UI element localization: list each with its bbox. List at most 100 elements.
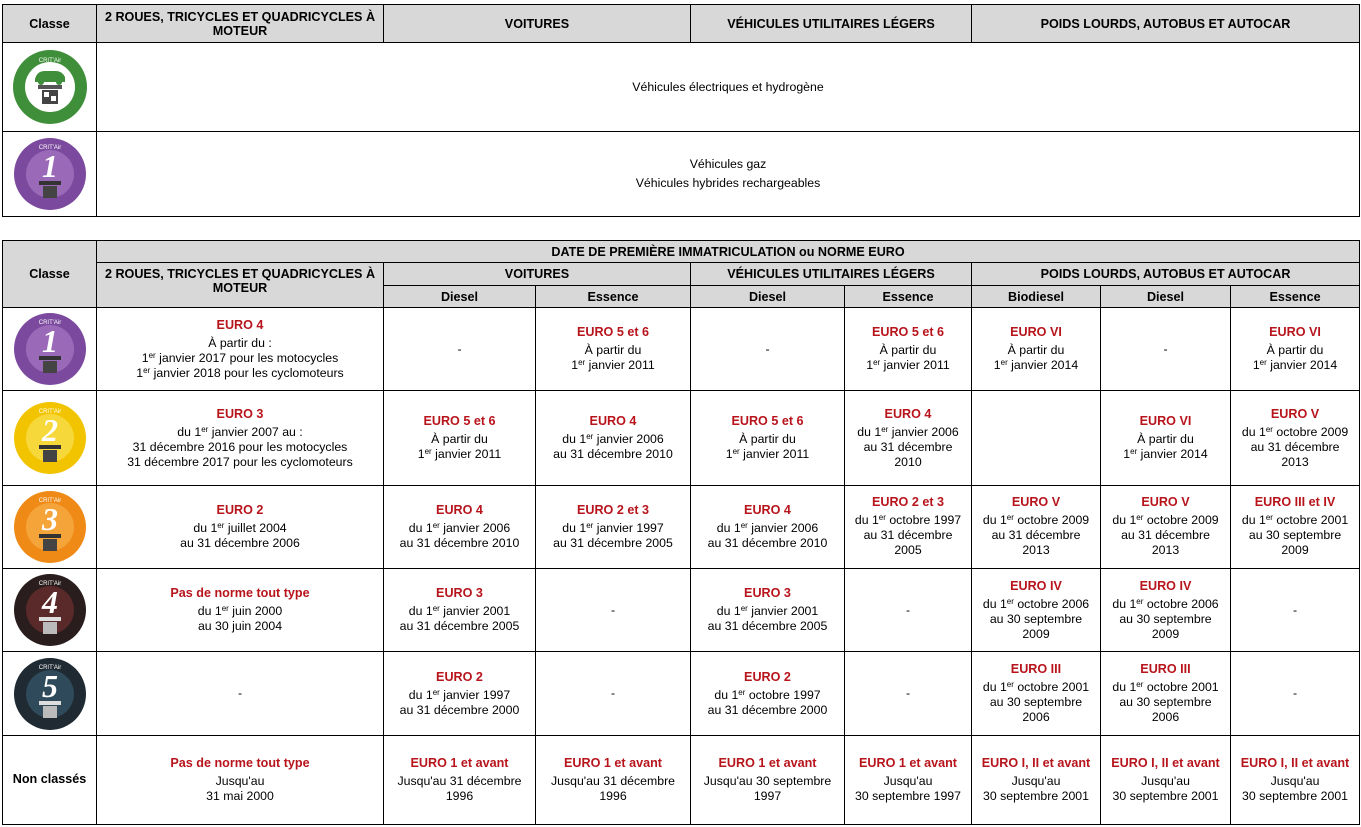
- header-vul-essence: Essence: [844, 285, 972, 309]
- date-text: À partir du: [584, 343, 642, 358]
- badge-cell: 3 CRIT'Air: [2, 484, 97, 570]
- cell-pl-diesel: EURO IV du 1er octobre 2006 au 30 septembr…: [1100, 568, 1231, 653]
- date-text: Jusqu'au 31 décembre: [550, 773, 676, 788]
- date-text: 1er janvier 2014: [993, 358, 1079, 373]
- header-classe: Classe: [2, 239, 97, 309]
- date-text: du 1er janvier 2006: [857, 424, 959, 439]
- header-deux-roues: 2 ROUES, TRICYCLES ET QUADRICYCLES À MOT…: [96, 262, 384, 309]
- norm-label: EURO 2: [216, 502, 264, 517]
- date-text: Jusqu'au: [215, 773, 265, 788]
- date-text: Jusqu'au: [883, 773, 933, 788]
- badge-cell: CRIT'Air: [2, 42, 97, 132]
- norm-label: EURO 4: [744, 502, 791, 517]
- norm-label: EURO VI: [1139, 414, 1192, 429]
- date-text: -: [610, 602, 616, 617]
- cell-voitures-diesel: EURO 2 du 1er janvier 1997 au 31 décembre …: [383, 651, 536, 736]
- date-text: 2013: [1022, 543, 1050, 558]
- cell-2roues: -: [96, 651, 384, 736]
- cell-vul-essence: EURO 2 et 3 du 1er octobre 1997 au 31 déce…: [844, 484, 972, 570]
- norm-label: EURO VI: [1010, 325, 1062, 340]
- badge-critair-text: CRIT'Air: [38, 498, 60, 504]
- date-text: 2009: [1151, 626, 1180, 641]
- date-text: 31 décembre 2016 pour les motocycles: [132, 439, 348, 454]
- badge-number: 1: [42, 148, 58, 184]
- date-text: Jusqu'au: [1011, 773, 1061, 788]
- badge-cell: 4 CRIT'Air: [2, 568, 97, 653]
- cell-voitures-diesel: EURO 4 du 1er janvier 2006 au 31 décembre …: [383, 484, 536, 570]
- badge-number: 2: [41, 412, 58, 448]
- date-text: Jusqu'au: [1141, 773, 1190, 788]
- date-text: au 31 décembre: [1121, 528, 1210, 543]
- cell-pl-essence: EURO VI À partir du 1er janvier 2014: [1229, 307, 1361, 392]
- norm-label: EURO I, II et avant: [1240, 755, 1350, 770]
- norm-label: EURO III et IV: [1254, 495, 1336, 510]
- date-text: du 1er octobre 2009: [1241, 424, 1349, 439]
- date-text: au 30 septembre: [1248, 528, 1342, 543]
- header-voitures: VOITURES: [383, 4, 691, 43]
- badge-number: 1: [42, 323, 58, 359]
- date-text: au 30 septembre: [1119, 611, 1212, 626]
- cell-vul-diesel: EURO 5 et 6 À partir du 1er janvier 2011: [690, 390, 845, 486]
- date-text: du 1er octobre 2009: [982, 513, 1090, 528]
- badge-critair-text: CRIT'Air: [38, 58, 60, 64]
- cell-2roues: Pas de norme tout type du 1er juin 2000 au…: [96, 568, 384, 653]
- cell-vul-diesel: EURO 3 du 1er janvier 2001 au 31 décembre …: [690, 568, 845, 653]
- date-text: au 31 décembre 2000: [399, 702, 520, 717]
- header-deux-roues: 2 ROUES, TRICYCLES ET QUADRICYCLES À MOT…: [96, 4, 384, 43]
- badge-cell: 1 CRIT'Air: [2, 131, 97, 217]
- date-text: -: [765, 341, 770, 356]
- date-text: du 1er octobre 2001: [1112, 680, 1219, 694]
- header-date-group: DATE DE PREMIÈRE IMMATRICULATION ou NORM…: [95, 239, 1361, 264]
- date-text: au 31 décembre 2005: [553, 535, 673, 550]
- date-text: 30 septembre 2001: [983, 788, 1089, 803]
- date-text: du 1er octobre 2001: [1241, 513, 1349, 528]
- cell-vul-essence: -: [844, 651, 972, 736]
- norm-label: EURO VI: [1269, 325, 1321, 340]
- badge-critair-text: CRIT'Air: [38, 145, 60, 151]
- row-text: Véhicules hybrides rechargeables: [635, 176, 821, 190]
- cell-pl-diesel: -: [1100, 307, 1231, 392]
- cell-vul-essence: EURO 4 du 1er janvier 2006 au 31 décembre 2…: [844, 390, 972, 486]
- critair-5-badge: 5 CRIT'Air: [13, 657, 86, 730]
- table-row: CRIT'Air Véhicules électriques et hydrog…: [2, 42, 1360, 132]
- date-text: -: [905, 686, 911, 700]
- date-text: À partir du: [1007, 343, 1065, 358]
- cell-voitures-essence: -: [535, 568, 691, 653]
- date-text: À partir du: [1137, 432, 1194, 447]
- date-text: 2013: [1281, 454, 1309, 469]
- date-text: 1er janvier 2011: [866, 358, 950, 373]
- gas-hybrid-description: Véhicules gaz Véhicules hybrides recharg…: [96, 131, 1360, 217]
- date-text: 2005: [894, 543, 922, 558]
- date-text: au 31 décembre: [1250, 439, 1340, 454]
- date-text: 30 septembre 1997: [855, 788, 961, 803]
- cell-voitures-essence: EURO 1 et avant Jusqu'au 31 décembre 1996: [535, 734, 691, 826]
- date-text: 1996: [599, 788, 627, 803]
- date-text: 31 décembre 2017 pour les cyclomoteurs: [127, 454, 353, 469]
- cell-vul-diesel: EURO 2 du 1er octobre 1997 au 31 décembre …: [690, 651, 845, 736]
- date-text: du 1er octobre 2006: [1112, 596, 1219, 611]
- header-voitures: VOITURES: [383, 262, 691, 287]
- date-text: du 1er janvier 1997: [408, 687, 511, 702]
- date-text: 1er janvier 2014: [1252, 358, 1338, 373]
- date-text: au 31 décembre: [863, 528, 953, 543]
- date-text: 1996: [445, 788, 474, 803]
- cell-pl-biodiesel: EURO I, II et avant Jusqu'au 30 septembre …: [971, 734, 1101, 826]
- date-text: À partir du: [1266, 343, 1324, 358]
- header-poids-lourds: POIDS LOURDS, AUTOBUS ET AUTOCAR: [970, 262, 1361, 287]
- date-text: au 31 décembre 2005: [399, 619, 520, 634]
- date-text: -: [457, 341, 462, 356]
- header-pl-biodiesel: Biodiesel: [971, 285, 1101, 309]
- date-text: du 1er octobre 2006: [982, 596, 1090, 611]
- date-text: au 31 décembre 2000: [707, 702, 828, 717]
- cell-voitures-diesel: -: [383, 307, 536, 392]
- crit-air-top-table: Classe 2 ROUES, TRICYCLES ET QUADRICYCLE…: [2, 4, 1360, 217]
- badge-critair-text: CRIT'Air: [38, 409, 60, 415]
- date-text: du 1er janvier 2006: [562, 432, 664, 447]
- date-text: 2009: [1022, 626, 1050, 641]
- norm-label: EURO 3: [436, 586, 483, 601]
- date-text: À partir du: [879, 343, 937, 358]
- header-pl-essence: Essence: [1229, 285, 1361, 309]
- row-text: Véhicules gaz: [689, 157, 767, 171]
- norm-label: EURO 2 et 3: [871, 495, 945, 510]
- cell-pl-essence: EURO V du 1er octobre 2009 au 31 décembre 2…: [1229, 390, 1361, 486]
